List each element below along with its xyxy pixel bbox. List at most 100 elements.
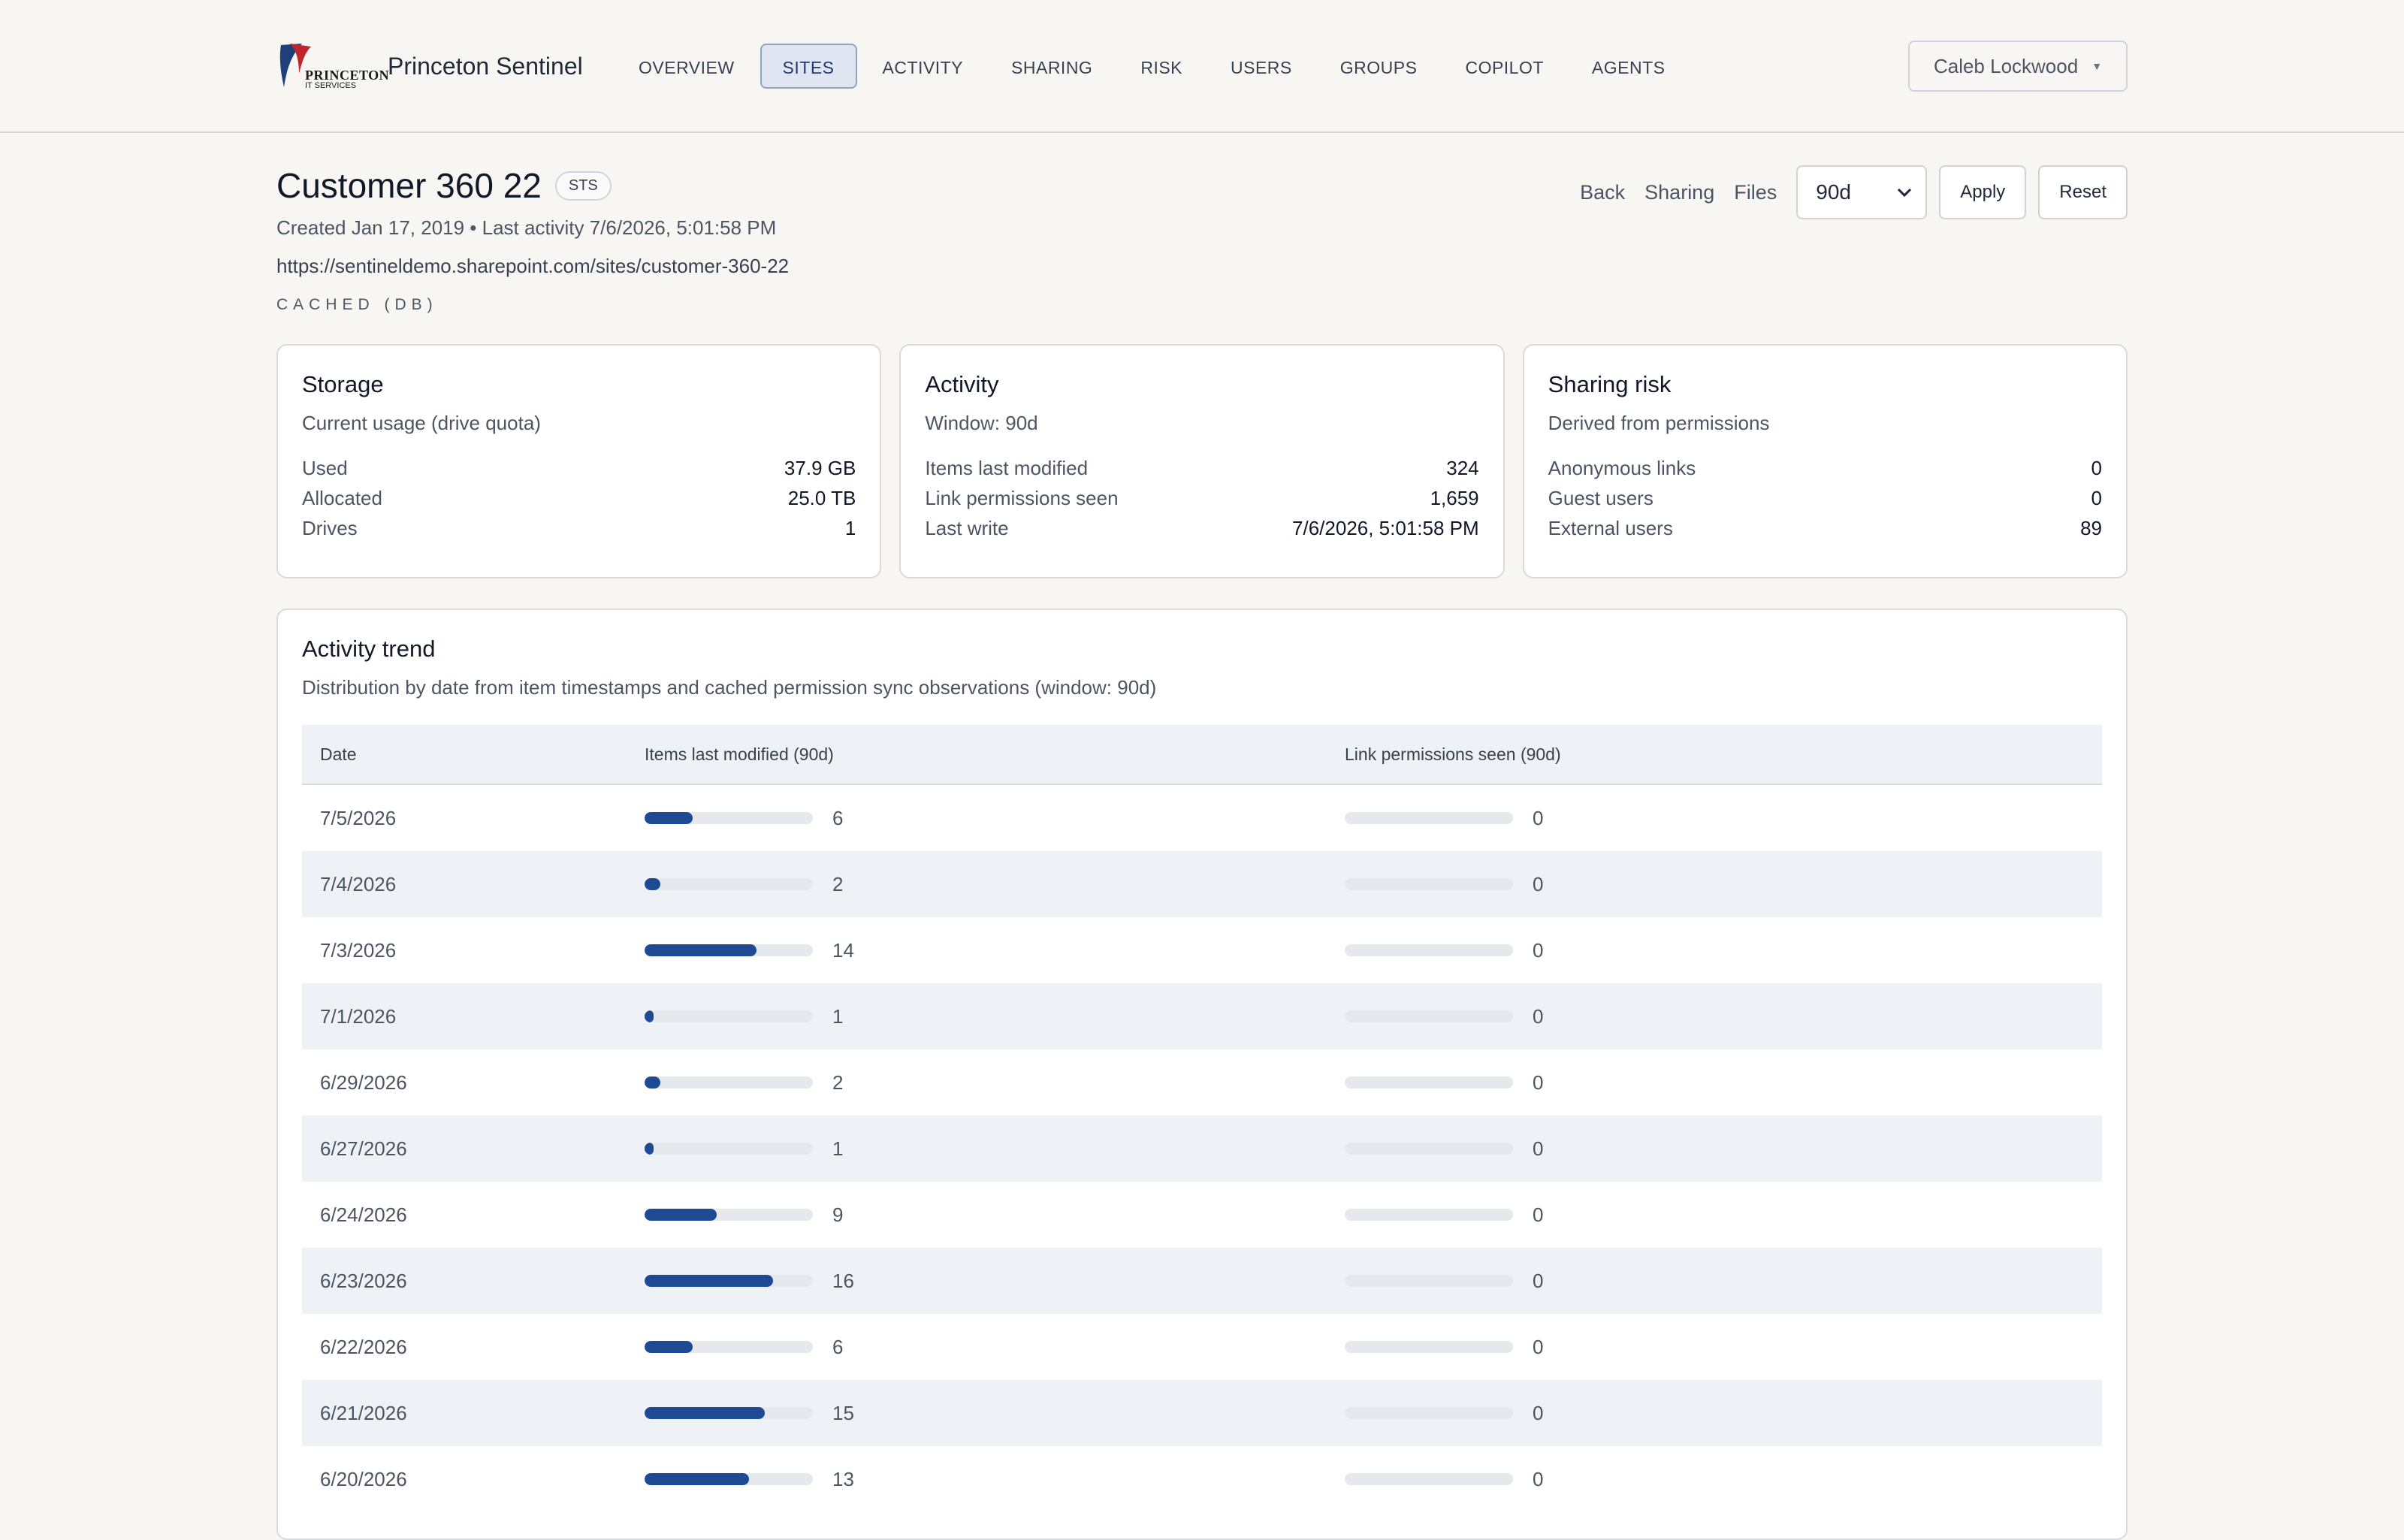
row-date: 6/20/2026 (320, 1467, 407, 1490)
table-header: Date Items last modified (90d) Link perm… (302, 725, 2102, 785)
trend-table: Date Items last modified (90d) Link perm… (302, 725, 2102, 1512)
links-bar-cell: 0 (1345, 939, 2102, 962)
column-header-date[interactable]: Date (320, 744, 357, 764)
items-bar-fill (645, 1407, 765, 1419)
trend-subtitle: Distribution by date from item timestamp… (302, 676, 1157, 699)
column-header-links[interactable]: Link permissions seen (90d) (1345, 744, 1561, 764)
items-bar-track (645, 878, 813, 890)
items-bar-fill (645, 1341, 693, 1353)
table-row: 6/24/2026 9 0 (302, 1182, 2102, 1248)
items-bar-cell: 6 (645, 1336, 1345, 1359)
sharing-link[interactable]: Sharing (1644, 180, 1715, 204)
links-bar-cell: 0 (1345, 873, 2102, 896)
reset-button[interactable]: Reset (2038, 165, 2128, 219)
row-value: 37.9 GB (784, 457, 856, 479)
nav-risk[interactable]: RISK (1140, 58, 1183, 77)
window-select[interactable]: 90d (1796, 165, 1928, 219)
table-row: 6/21/2026 15 0 (302, 1380, 2102, 1446)
items-bar-value: 16 (832, 1269, 854, 1292)
row-label: Guest users (1548, 487, 1654, 509)
links-bar-cell: 0 (1345, 1005, 2102, 1028)
row-value: 7/6/2026, 5:01:58 PM (1292, 517, 1479, 539)
items-bar-fill (645, 878, 660, 890)
items-bar-track (645, 1143, 813, 1155)
items-bar-fill (645, 1010, 654, 1022)
nav-sites[interactable]: SITES (760, 44, 857, 89)
row-label: Used (302, 457, 348, 479)
logo-subtext: IT SERVICES (305, 81, 357, 90)
table-row: 6/27/2026 1 0 (302, 1116, 2102, 1182)
user-menu-button[interactable]: Caleb Lockwood ▼ (1908, 41, 2128, 92)
row-date: 6/24/2026 (320, 1203, 407, 1226)
activity-card: Activity Window: 90d Items last modified… (899, 344, 1505, 578)
items-bar-value: 9 (832, 1203, 844, 1226)
nav-groups[interactable]: GROUPS (1339, 58, 1418, 77)
row-date: 7/3/2026 (320, 938, 397, 962)
chevron-down-icon (1898, 188, 1912, 198)
site-url: https://sentineldemo.sharepoint.com/site… (276, 255, 790, 277)
nav-copilot[interactable]: COPILOT (1465, 58, 1544, 77)
items-bar-fill (645, 944, 757, 956)
links-bar-value: 0 (1533, 938, 1544, 962)
links-bar-track (1345, 812, 1513, 824)
card-subtitle: Current usage (drive quota) (302, 412, 541, 434)
items-bar-value: 15 (832, 1401, 854, 1424)
files-link[interactable]: Files (1734, 180, 1777, 204)
items-bar-value: 6 (832, 806, 844, 829)
links-bar-track (1345, 1209, 1513, 1221)
table-body: 7/5/2026 6 0 7/4/2026 2 0 7/3/2026 14 0 7/1/2026 1… (302, 785, 2102, 1512)
items-bar-track (645, 1341, 813, 1353)
row-label: Last write (925, 517, 1009, 539)
nav-overview[interactable]: OVERVIEW (639, 58, 735, 77)
row-label: Link permissions seen (925, 487, 1119, 509)
items-bar-value: 13 (832, 1467, 854, 1490)
items-bar-track (645, 1407, 813, 1419)
table-row: 7/5/2026 6 0 (302, 785, 2102, 851)
card-title: Activity (925, 371, 999, 397)
row-label: Allocated (302, 487, 382, 509)
row-value: 1,659 (1430, 487, 1479, 509)
items-bar-value: 2 (832, 1070, 844, 1094)
items-bar-value: 14 (832, 938, 854, 962)
column-header-items[interactable]: Items last modified (90d) (645, 744, 834, 764)
cache-status: CACHED (DB) (276, 296, 438, 313)
table-row: 6/20/2026 13 0 (302, 1446, 2102, 1512)
brand[interactable]: PRINCETON IT SERVICES Princeton Sentinel (276, 29, 583, 104)
row-value: 0 (2091, 457, 2102, 479)
items-bar-fill (645, 1143, 654, 1155)
table-row: 7/4/2026 2 0 (302, 851, 2102, 917)
links-bar-track (1345, 1341, 1513, 1353)
card-row: External users 89 (1548, 513, 2102, 543)
links-bar-track (1345, 1076, 1513, 1089)
row-date: 6/23/2026 (320, 1269, 407, 1292)
apply-button[interactable]: Apply (1939, 165, 2027, 219)
links-bar-track (1345, 1010, 1513, 1022)
nav-sharing[interactable]: SHARING (1011, 58, 1093, 77)
row-date: 6/21/2026 (320, 1401, 407, 1424)
nav-agents[interactable]: AGENTS (1591, 58, 1666, 77)
row-label: Anonymous links (1548, 457, 1696, 479)
items-bar-fill (645, 1076, 660, 1089)
card-title: Sharing risk (1548, 371, 1672, 397)
items-bar-track (645, 1275, 813, 1287)
items-bar-value: 6 (832, 1335, 844, 1358)
trend-title: Activity trend (302, 636, 436, 662)
items-bar-track (645, 1473, 813, 1485)
nav-users[interactable]: USERS (1231, 58, 1292, 77)
links-bar-cell: 0 (1345, 1270, 2102, 1293)
site-meta: Created Jan 17, 2019 • Last activity 7/6… (276, 216, 777, 239)
row-date: 7/4/2026 (320, 872, 397, 895)
links-bar-value: 0 (1533, 1203, 1544, 1226)
row-label: Drives (302, 517, 358, 539)
activity-trend-panel: Activity trend Distribution by date from… (276, 608, 2128, 1540)
nav-activity[interactable]: ACTIVITY (882, 58, 964, 77)
card-row: Items last modified 324 (925, 453, 1478, 483)
items-bar-fill (645, 812, 693, 824)
table-row: 6/23/2026 16 0 (302, 1248, 2102, 1314)
back-link[interactable]: Back (1580, 180, 1626, 204)
items-bar-cell: 1 (645, 1005, 1345, 1028)
items-bar-track (645, 1076, 813, 1089)
links-bar-value: 0 (1533, 1070, 1544, 1094)
links-bar-cell: 0 (1345, 1468, 2102, 1491)
row-date: 6/27/2026 (320, 1137, 407, 1160)
